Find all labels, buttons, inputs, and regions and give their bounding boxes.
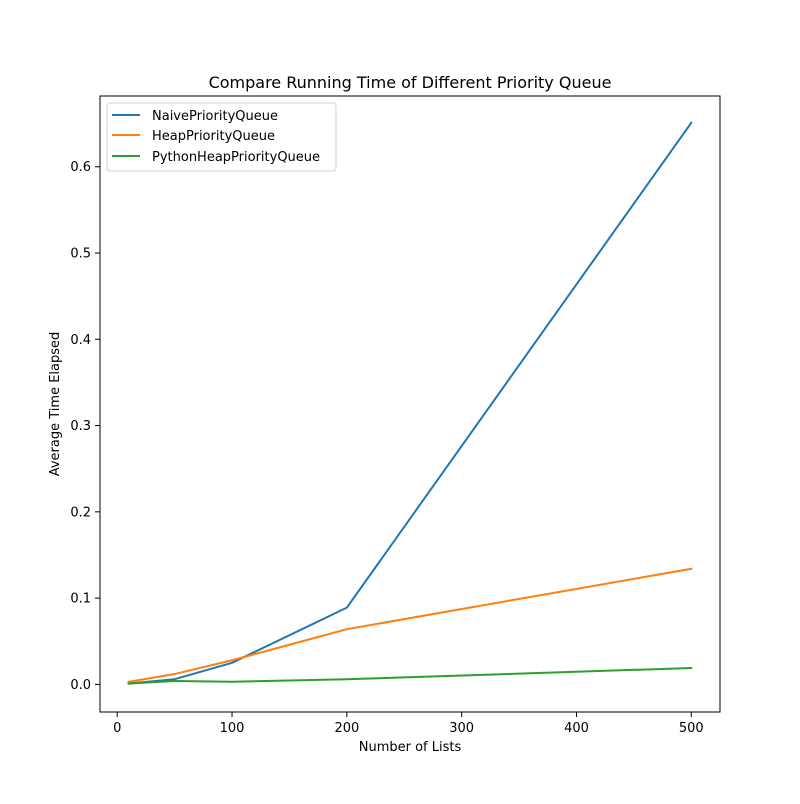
y-tick-label: 0.1 xyxy=(70,592,91,607)
y-tick-label: 0.3 xyxy=(70,419,91,434)
series-line-naive xyxy=(127,121,693,685)
legend-box xyxy=(106,102,337,172)
axes-frame xyxy=(99,95,721,713)
legend-label-naive: NaivePriorityQueue xyxy=(152,109,278,124)
x-tick-label: 0 xyxy=(113,721,121,736)
x-tick-label: 400 xyxy=(564,721,589,736)
y-tick-label: 0.4 xyxy=(70,333,91,348)
legend-label-heap: HeapPriorityQueue xyxy=(152,129,275,144)
x-tick-label: 100 xyxy=(220,721,245,736)
plot-lines xyxy=(127,121,693,685)
y-tick-label: 0.5 xyxy=(70,247,91,262)
chart-title: Compare Running Time of Different Priori… xyxy=(209,73,612,92)
y-axis-label: Average Time Elapsed xyxy=(48,332,63,477)
series-line-python-heap xyxy=(127,666,693,685)
x-axis-ticks: 0 100 200 300 400 500 xyxy=(113,712,704,736)
y-tick-label: 0.0 xyxy=(70,678,91,693)
x-axis-label: Number of Lists xyxy=(359,740,462,755)
legend: NaivePriorityQueue HeapPriorityQueue Pyt… xyxy=(106,102,337,172)
legend-label-python-heap: PythonHeapPriorityQueue xyxy=(152,150,320,165)
x-tick-label: 200 xyxy=(334,721,359,736)
y-axis-ticks: 0.0 0.1 0.2 0.3 0.4 0.5 0.6 xyxy=(70,160,100,693)
series-line-heap xyxy=(127,567,693,683)
x-tick-label: 500 xyxy=(679,721,704,736)
x-tick-label: 300 xyxy=(449,721,474,736)
y-tick-label: 0.2 xyxy=(70,505,91,520)
y-tick-label: 0.6 xyxy=(70,160,91,175)
